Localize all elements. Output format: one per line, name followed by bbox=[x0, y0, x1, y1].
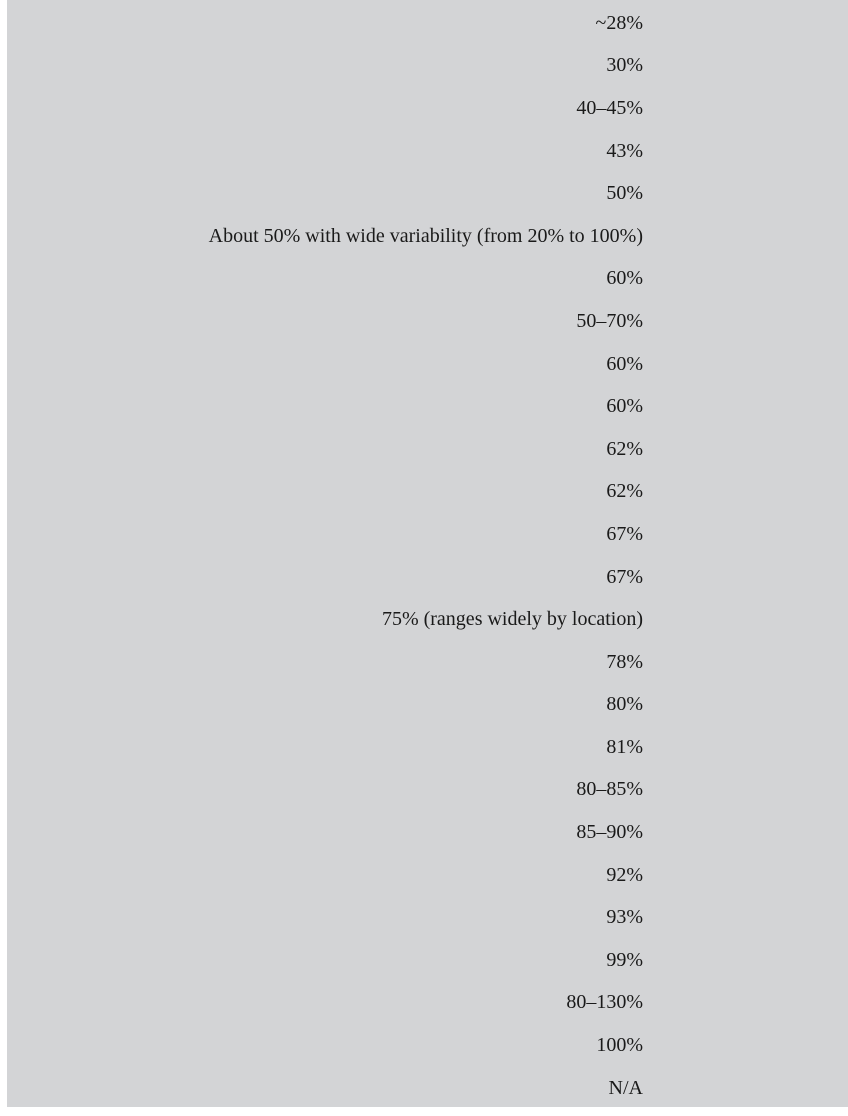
table-cell: 92% bbox=[606, 863, 643, 886]
table-cell: 75% (ranges widely by location) bbox=[381, 608, 643, 631]
table-cell: 67% bbox=[606, 522, 643, 545]
table-cell: 67% bbox=[606, 565, 643, 588]
table-cell: 93% bbox=[606, 906, 643, 929]
table-cell: 60% bbox=[606, 267, 643, 290]
table-cell: 80–130% bbox=[566, 991, 643, 1014]
table-cell: 80% bbox=[606, 693, 643, 716]
table-cell: 100% bbox=[596, 1034, 643, 1057]
table-cell: 99% bbox=[606, 948, 643, 971]
table-cell: ~28% bbox=[595, 11, 643, 34]
table-cell: 81% bbox=[606, 735, 643, 758]
table-cell: 50% bbox=[606, 182, 643, 205]
table-column-panel: ~28% 30% 40–45% 43% 50% About 50% with w… bbox=[7, 0, 848, 1107]
table-cell: 78% bbox=[606, 650, 643, 673]
value-list: ~28% 30% 40–45% 43% 50% About 50% with w… bbox=[7, 0, 643, 1109]
table-cell: 50–70% bbox=[576, 309, 643, 332]
table-cell: 60% bbox=[606, 352, 643, 375]
table-cell: N/A bbox=[608, 1076, 643, 1099]
table-cell: 40–45% bbox=[576, 96, 643, 119]
table-cell: 80–85% bbox=[576, 778, 643, 801]
table-cell: 43% bbox=[606, 139, 643, 162]
table-cell: 62% bbox=[606, 480, 643, 503]
table-cell: 30% bbox=[606, 54, 643, 77]
table-cell: 85–90% bbox=[576, 821, 643, 844]
table-cell: 60% bbox=[606, 395, 643, 418]
table-cell: About 50% with wide variability (from 20… bbox=[208, 224, 643, 247]
table-cell: 62% bbox=[606, 437, 643, 460]
